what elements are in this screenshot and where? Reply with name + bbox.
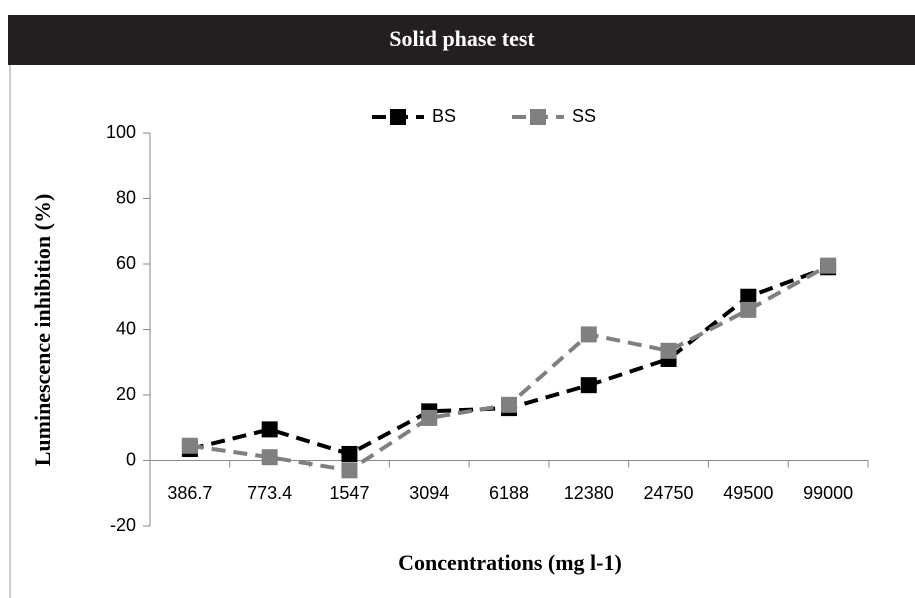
series-line — [189, 263, 830, 473]
legend-label: SS — [572, 106, 596, 126]
data-point — [501, 396, 517, 413]
x-tick-label: 12380 — [564, 483, 614, 503]
x-tick-label: 1547 — [329, 483, 369, 503]
chart-title: Solid phase test — [389, 26, 535, 51]
x-tick-label: 773.4 — [247, 483, 292, 503]
y-tick-label: 100 — [106, 122, 136, 142]
legend-marker — [530, 109, 546, 125]
data-point — [181, 437, 198, 454]
y-tick-label: 80 — [116, 187, 136, 207]
data-point — [740, 288, 757, 305]
title-banner — [8, 15, 915, 65]
data-point — [580, 377, 597, 394]
data-point — [341, 462, 358, 479]
y-tick-label: -20 — [110, 515, 136, 535]
x-tick-label: 24750 — [644, 483, 694, 503]
legend-marker — [390, 109, 406, 125]
data-point — [261, 421, 278, 438]
data-point — [660, 342, 677, 359]
data-point — [820, 257, 837, 274]
x-tick-label: 49500 — [723, 483, 773, 503]
data-point — [261, 449, 278, 466]
x-axis-label: Concentrations (mg l-1) — [398, 550, 622, 575]
series-line — [189, 265, 829, 457]
x-tick-label: 386.7 — [167, 483, 212, 503]
y-tick-label: 40 — [116, 318, 136, 338]
y-axis-label: Luminescence inhibition (%) — [30, 194, 55, 467]
y-tick-label: 60 — [116, 253, 136, 273]
x-tick-label: 99000 — [803, 483, 853, 503]
x-tick-label: 6188 — [489, 483, 529, 503]
data-point — [341, 445, 358, 462]
data-point — [421, 409, 438, 426]
x-tick-label: 3094 — [409, 483, 449, 503]
y-tick-label: 20 — [116, 384, 136, 404]
legend-label: BS — [432, 106, 456, 126]
data-point — [740, 301, 757, 318]
data-point — [580, 326, 597, 343]
y-tick-label: 0 — [126, 449, 136, 469]
